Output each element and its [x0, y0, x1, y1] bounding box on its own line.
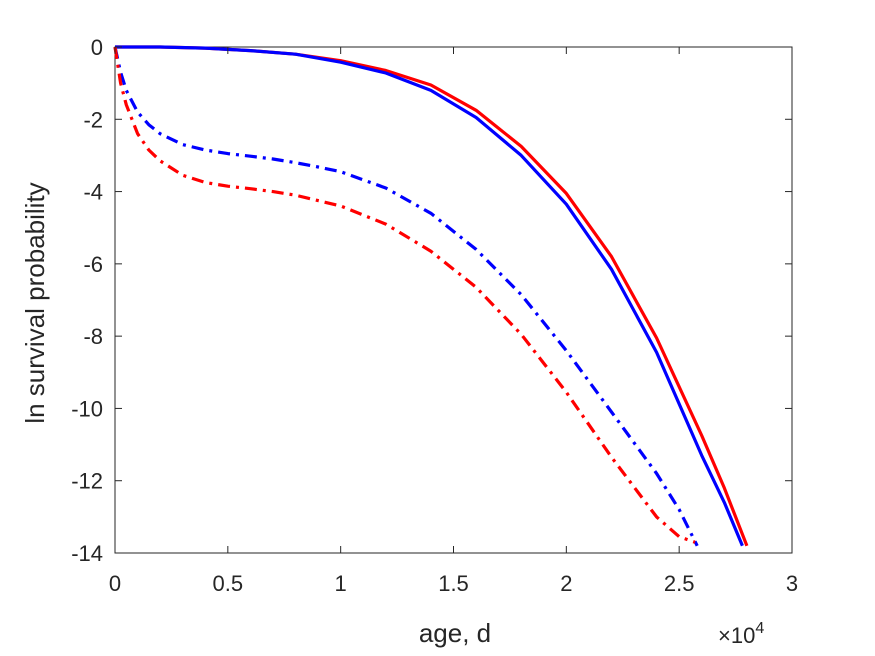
x-axis-label: age, d	[419, 618, 491, 648]
x-tick-label: 0.5	[213, 571, 244, 596]
blue-dashdot-series-line	[113, 46, 699, 547]
x-tick-label: 3	[786, 571, 798, 596]
x-tick-label: 0	[109, 571, 121, 596]
y-tick-label: -6	[83, 252, 103, 277]
y-axis-label: ln survival probability	[20, 182, 50, 423]
y-tick-label: -12	[71, 469, 103, 494]
x-axis-exponent-label: ×104	[718, 620, 764, 648]
y-tick-label: -8	[83, 324, 103, 349]
x-tick-label: 1	[335, 571, 347, 596]
y-axis-ticks: 0 -2 -4 -6 -8 -10 -12 -14	[71, 35, 792, 566]
y-tick-label: 0	[91, 35, 103, 60]
x-axis-ticks: 0 0.5 1 1.5 2 2.5 3	[109, 47, 798, 596]
x-tick-label: 2	[560, 571, 572, 596]
x-tick-label: 1.5	[438, 571, 469, 596]
y-tick-label: -14	[71, 541, 103, 566]
plot-area	[114, 46, 793, 554]
plot-box	[114, 46, 793, 554]
y-tick-label: -2	[83, 107, 103, 132]
x-tick-label: 2.5	[664, 571, 695, 596]
y-tick-label: -4	[83, 180, 103, 205]
y-tick-label: -10	[71, 396, 103, 421]
